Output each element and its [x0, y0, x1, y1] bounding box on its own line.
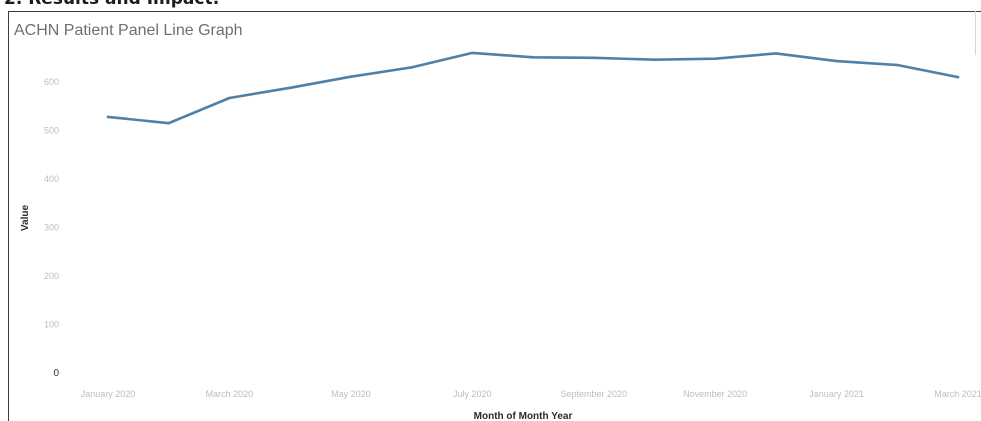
data-point	[228, 96, 231, 100]
frame-divider	[975, 11, 976, 55]
y-tick-label: 400	[44, 174, 59, 184]
y-tick-label: 600	[44, 77, 59, 87]
y-tick-label: 100	[44, 320, 59, 330]
y-axis-title: Value	[20, 205, 31, 232]
data-point	[288, 86, 292, 90]
data-point	[470, 51, 474, 55]
data-point	[167, 121, 171, 125]
y-axis-ticks: 0 100 200 300 400 500 600	[44, 77, 59, 379]
data-point	[410, 66, 413, 69]
y-tick-label: 300	[44, 223, 59, 233]
x-tick-label: March 2020	[206, 389, 254, 399]
data-point	[531, 55, 535, 59]
x-axis-title: Month of Month Year	[474, 411, 573, 421]
data-point	[106, 115, 110, 119]
chart-title: ACHN Patient Panel Line Graph	[14, 22, 243, 39]
x-tick-label: November 2020	[683, 389, 747, 399]
x-tick-label: January 2021	[809, 389, 864, 399]
data-point	[835, 59, 838, 63]
x-tick-label: May 2020	[331, 389, 371, 399]
data-point	[895, 63, 899, 67]
data-point	[349, 75, 353, 78]
x-tick-label: January 2020	[81, 389, 136, 399]
series-line	[106, 51, 960, 125]
y-tick-label: 500	[44, 126, 59, 136]
x-tick-label: September 2020	[560, 389, 627, 399]
section-heading: 2. Results and Impact:	[4, 0, 219, 9]
x-tick-label: March 2021	[934, 389, 981, 399]
data-point	[653, 58, 656, 61]
x-axis-ticks: January 2020 March 2020 May 2020 July 2020 S…	[81, 389, 981, 399]
x-tick-label: July 2020	[453, 389, 492, 399]
data-point	[774, 52, 778, 55]
y-tick-label: 200	[44, 271, 59, 281]
data-point	[592, 56, 596, 60]
y-tick-label: 0	[53, 368, 59, 379]
data-point	[713, 57, 717, 61]
chart-frame	[8, 11, 981, 421]
data-point	[956, 75, 960, 79]
